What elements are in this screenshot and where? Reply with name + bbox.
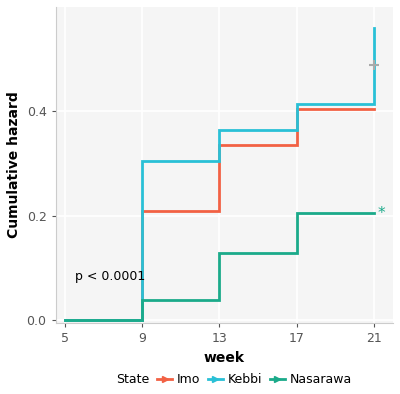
Text: *: * bbox=[378, 206, 385, 221]
X-axis label: week: week bbox=[204, 351, 245, 365]
Y-axis label: Cumulative hazard: Cumulative hazard bbox=[7, 92, 21, 238]
Text: p < 0.0001: p < 0.0001 bbox=[75, 269, 145, 282]
Legend: State, Imo, Kebbi, Nasarawa: State, Imo, Kebbi, Nasarawa bbox=[96, 374, 352, 387]
